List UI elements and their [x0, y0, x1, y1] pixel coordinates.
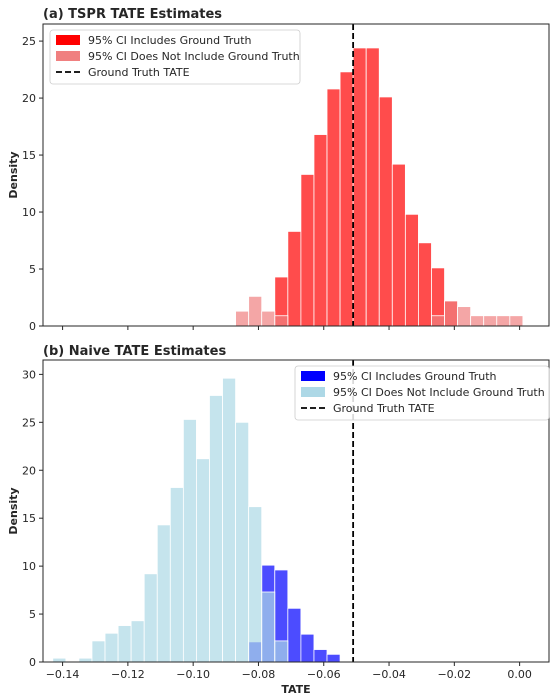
legend-includes-label: 95% CI Includes Ground Truth	[333, 370, 497, 383]
bar-includes-5	[313, 649, 328, 663]
legend-ground-truth-label: Ground Truth TATE	[88, 66, 190, 79]
bar-includes-3	[287, 607, 302, 663]
legend: 95% CI Includes Ground Truth 95% CI Does …	[294, 365, 550, 421]
bar-includes-8	[378, 96, 393, 327]
bar-excludes-10	[196, 458, 210, 663]
x-tick-label: −0.14	[46, 668, 80, 681]
bar-excludes-13	[235, 421, 250, 663]
y-tick-label: 10	[22, 560, 36, 573]
x-tick-label: −0.10	[176, 668, 210, 681]
y-tick-label: 25	[22, 416, 36, 429]
x-tick-label: −0.12	[111, 668, 145, 681]
y-tick-label: 15	[22, 149, 36, 162]
legend-excludes-swatch	[56, 51, 80, 61]
legend-ground-truth-label: Ground Truth TATE	[333, 402, 435, 415]
legend-excludes-swatch	[301, 387, 325, 397]
bar-excludes-6	[143, 573, 158, 663]
bar-excludes-11	[209, 395, 223, 663]
legend-excludes-label: 95% CI Does Not Include Ground Truth	[88, 50, 300, 63]
chart-title: (b) Naive TATE Estimates	[43, 344, 226, 359]
bar-includes-4	[300, 633, 315, 663]
bar-includes-4	[326, 88, 341, 327]
bar-excludes-8	[483, 315, 498, 327]
bar-excludes-1	[78, 657, 93, 663]
bar-excludes-9	[182, 419, 197, 663]
bar-includes-7	[365, 47, 380, 327]
y-tick-label: 0	[29, 320, 36, 333]
bar-excludes-4	[117, 625, 132, 663]
legend-excludes-label: 95% CI Does Not Include Ground Truth	[333, 386, 545, 399]
bar-includes-1	[287, 231, 302, 327]
bar-includes-2	[300, 174, 315, 327]
x-tick-label: −0.02	[437, 668, 471, 681]
bar-includes-6	[326, 653, 341, 663]
y-tick-label: 0	[29, 656, 36, 669]
bar-excludes-16	[274, 640, 289, 663]
y-tick-label: 5	[29, 608, 36, 621]
y-tick-label: 25	[22, 35, 36, 48]
bar-excludes-12	[222, 377, 237, 663]
bar-excludes-2	[261, 310, 276, 327]
y-tick-label: 20	[22, 92, 36, 105]
bar-includes-3	[313, 134, 328, 327]
y-axis-label: Density	[7, 487, 20, 534]
plot-frame	[42, 23, 550, 327]
bar-excludes-3	[274, 315, 289, 327]
bar-excludes-9	[496, 315, 511, 327]
bar-excludes-14	[248, 506, 263, 663]
bar-excludes-15	[261, 591, 276, 663]
y-tick-label: 10	[22, 206, 36, 219]
x-axis-label: TATE	[281, 683, 310, 696]
bar-excludes-4	[431, 315, 445, 327]
bar-excludes-5	[444, 300, 458, 327]
bar-includes-5	[339, 71, 354, 327]
legend-includes-swatch	[56, 35, 80, 45]
bar-excludes-8	[169, 487, 184, 663]
bar-excludes-7	[156, 524, 171, 663]
x-tick-label: −0.06	[307, 668, 341, 681]
bar-includes-6	[352, 47, 367, 327]
panel-a: (a) TSPR TATE Estimates 0 5 10 15 20 25 Density…	[7, 7, 550, 333]
y-tick-label: 20	[22, 464, 36, 477]
legend: 95% CI Includes Ground Truth 95% CI Does …	[49, 29, 301, 85]
legend-includes-label: 95% CI Includes Ground Truth	[88, 34, 252, 47]
bar-excludes-10	[509, 315, 524, 327]
bar-excludes-6	[457, 306, 472, 327]
y-axis-label: Density	[7, 151, 20, 198]
bar-includes-9	[391, 163, 406, 327]
bar-excludes-5	[130, 620, 145, 663]
bar-excludes-0	[235, 310, 250, 327]
bar-excludes-7	[470, 315, 485, 327]
legend-includes-swatch	[301, 371, 325, 381]
x-tick-label: −0.08	[242, 668, 276, 681]
legend-box	[294, 365, 550, 421]
bar-excludes-1	[248, 295, 263, 327]
plot-frame	[42, 359, 550, 663]
bar-includes-10	[404, 213, 419, 327]
bar-includes-11	[418, 242, 432, 327]
bar-excludes-3	[104, 632, 119, 663]
y-tick-label: 30	[22, 368, 36, 381]
legend-box	[49, 29, 301, 85]
panel-b: (b) Naive TATE Estimates 0 5 10 15 20 25 30 −0.1…	[7, 344, 550, 696]
x-tick-label: −0.04	[372, 668, 406, 681]
x-tick-label: 0.00	[507, 668, 532, 681]
chart-title: (a) TSPR TATE Estimates	[43, 7, 222, 22]
y-tick-label: 5	[29, 263, 36, 276]
bar-excludes-0	[52, 657, 67, 663]
bar-excludes-2	[91, 640, 106, 663]
y-tick-label: 15	[22, 512, 36, 525]
